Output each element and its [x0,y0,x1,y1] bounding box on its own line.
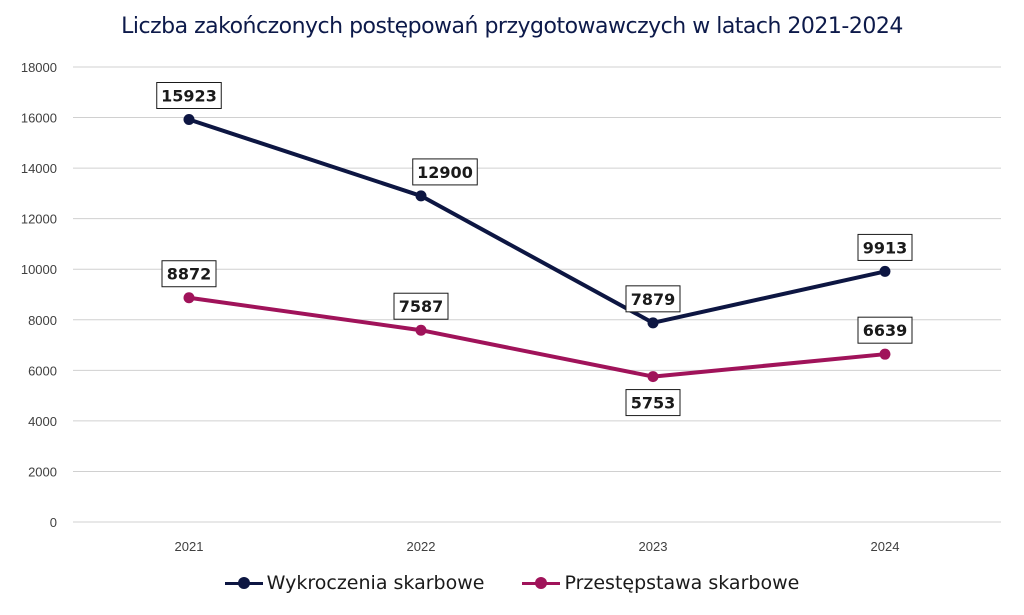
data-label-box [161,260,217,288]
data-point[interactable] [415,190,427,202]
legend-label: Wykroczenia skarbowe [266,572,485,594]
data-point[interactable] [879,265,891,277]
data-label: 6639 [863,321,908,340]
data-label-box [412,158,478,186]
data-point[interactable] [183,292,195,304]
data-label: 12900 [417,163,473,182]
legend-marker-icon [522,577,561,589]
data-label-box [625,389,681,417]
y-tick-label: 18000 [21,60,57,75]
y-tick-label: 12000 [21,212,57,227]
data-label-box [393,292,449,320]
data-point[interactable] [647,371,659,383]
legend-item-wykroczenia[interactable]: Wykroczenia skarbowe [224,572,485,594]
y-tick-label: 6000 [28,363,57,378]
y-tick-label: 10000 [21,262,57,277]
data-label: 7879 [631,290,676,309]
legend: Wykroczenia skarbowe Przestępstawa skarb… [0,572,1024,594]
y-tick-label: 2000 [28,464,57,479]
data-label: 9913 [863,238,908,257]
data-label-box [857,233,913,261]
x-tick-label: 2021 [175,539,204,554]
data-label-box [857,316,913,344]
y-tick-label: 4000 [28,414,57,429]
x-tick-label: 2023 [639,539,668,554]
legend-marker-icon [224,577,263,589]
chart-title: Liczba zakończonych postępowań przygotow… [121,14,903,39]
series-line [188,117,886,325]
data-label: 7587 [399,297,444,316]
y-tick-label: 0 [50,515,57,530]
legend-label: Przestępstawa skarbowe [564,572,800,594]
legend-item-przestepstwa[interactable]: Przestępstawa skarbowe [522,572,799,594]
data-label-box [156,82,222,110]
y-tick-label: 16000 [21,111,57,126]
data-label: 5753 [631,394,676,413]
x-tick-label: 2022 [407,539,436,554]
data-point[interactable] [647,317,659,329]
data-point[interactable] [415,324,427,336]
x-tick-label: 2024 [871,539,900,554]
data-point[interactable] [183,114,195,126]
data-label: 15923 [161,87,217,106]
y-tick-label: 14000 [21,161,57,176]
data-point[interactable] [879,348,891,360]
y-tick-label: 8000 [28,313,57,328]
series-line [188,295,886,379]
data-label-box [625,285,681,313]
data-label: 8872 [167,265,212,284]
